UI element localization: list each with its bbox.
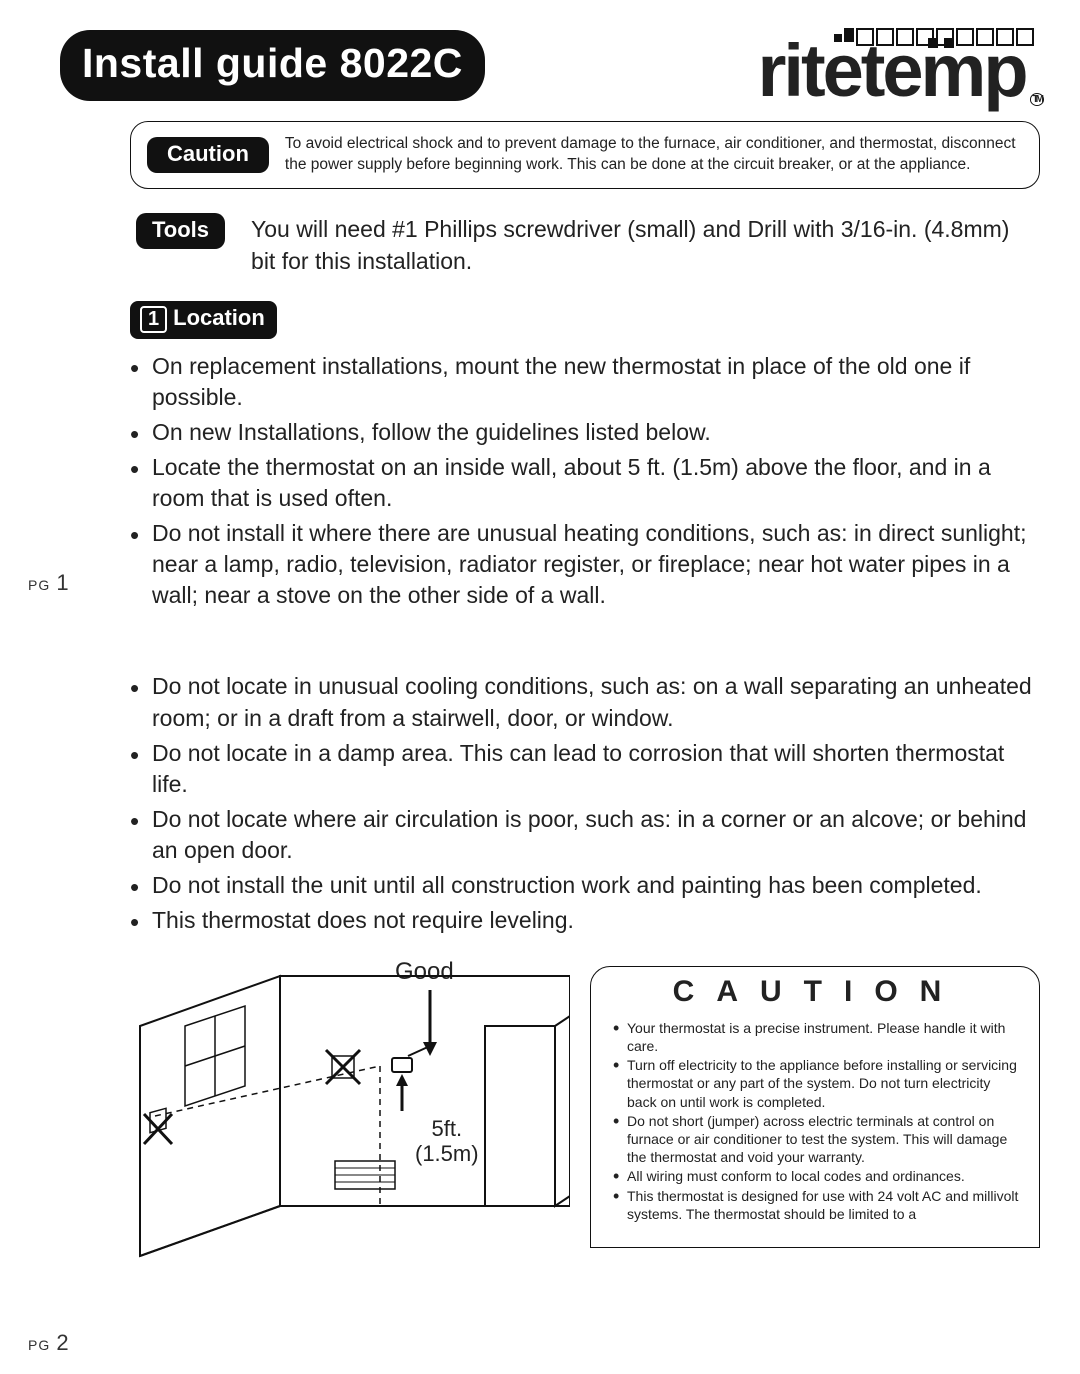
tools-text: You will need #1 Phillips screwdriver (s… — [251, 213, 1040, 277]
list-item: Do not locate where air circulation is p… — [130, 804, 1040, 866]
list-item: Do not locate in unusual cooling conditi… — [130, 671, 1040, 733]
list-item: Do not locate in a damp area. This can l… — [130, 738, 1040, 800]
header: Install guide 8022C ritetempTM — [0, 0, 1080, 103]
section-label: Location — [173, 305, 265, 330]
list-item: This thermostat does not require levelin… — [130, 905, 1040, 936]
tools-row: Tools You will need #1 Phillips screwdri… — [130, 213, 1040, 277]
caution-text: To avoid electrical shock and to prevent… — [285, 134, 1023, 176]
caution-box: CAUTION Your thermostat is a precise ins… — [590, 966, 1040, 1248]
list-item: All wiring must conform to local codes a… — [615, 1167, 1021, 1185]
caution-box-title: CAUTION — [615, 975, 1021, 1009]
list-item: Locate the thermostat on an inside wall,… — [130, 452, 1040, 514]
list-item: Do not install it where there are unusua… — [130, 518, 1040, 611]
diagram-svg — [130, 966, 570, 1266]
bullets-group-1: On replacement installations, mount the … — [130, 351, 1040, 611]
list-item: Do not short (jumper) across electric te… — [615, 1112, 1021, 1167]
brand-name: ritetempTM — [758, 40, 1040, 103]
page-2-label: PG 2 — [28, 1330, 69, 1356]
list-item: On replacement installations, mount the … — [130, 351, 1040, 413]
bottom-row: Good 5ft.(1.5m) — [0, 966, 1080, 1266]
list-item: Turn off electricity to the appliance be… — [615, 1056, 1021, 1111]
bullets-group-2: Do not locate in unusual cooling conditi… — [130, 671, 1040, 935]
section-1-pill: 1Location — [130, 301, 277, 339]
list-item: Your thermostat is a precise instrument.… — [615, 1019, 1021, 1055]
page-1-label: PG 1 — [28, 570, 69, 596]
content: Caution To avoid electrical shock and to… — [0, 103, 1080, 936]
caution-row: Caution To avoid electrical shock and to… — [130, 121, 1040, 189]
section-number: 1 — [140, 306, 167, 333]
title-pill: Install guide 8022C — [60, 30, 485, 101]
list-item: On new Installations, follow the guideli… — [130, 417, 1040, 448]
location-diagram: Good 5ft.(1.5m) — [130, 966, 570, 1266]
caution-box-list: Your thermostat is a precise instrument.… — [615, 1019, 1021, 1223]
list-item: Do not install the unit until all constr… — [130, 870, 1040, 901]
caution-label: Caution — [147, 137, 269, 173]
brand-logo: ritetempTM — [495, 28, 1050, 103]
tools-label: Tools — [136, 213, 225, 249]
brand-text: ritetemp — [758, 29, 1026, 112]
list-item: This thermostat is designed for use with… — [615, 1187, 1021, 1223]
